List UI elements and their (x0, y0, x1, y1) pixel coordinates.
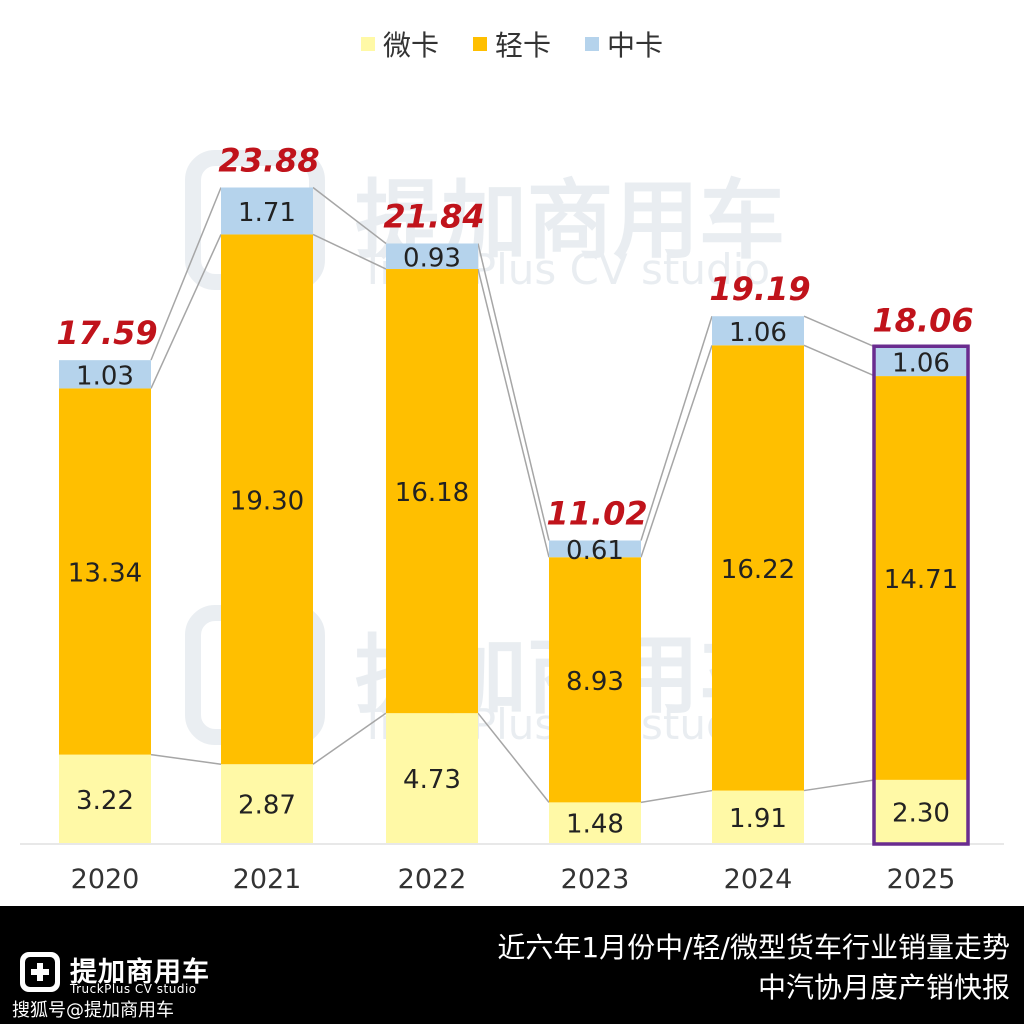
x-tick-label-2020: 2020 (71, 864, 140, 895)
bar-1-2023 (549, 557, 641, 803)
value-label-2-2020: 1.03 (76, 361, 134, 391)
total-label-2025: 18.06 (872, 301, 973, 339)
footer-bar: 提加商用车 TruckPlus CV studio 搜狐号@提加商用车 近六年1… (0, 906, 1024, 1024)
connector-line-1-0 (150, 234, 222, 389)
connector-line-0-0 (150, 753, 222, 765)
legend-item-2: 中卡 (585, 24, 663, 64)
value-label-1-2022: 16.18 (395, 478, 469, 508)
bar-0-2024 (712, 790, 804, 843)
bar-0-2020 (59, 754, 151, 843)
connector-line-0-2 (477, 712, 550, 803)
bar-0-2025 (875, 779, 967, 843)
legend-item-1: 轻卡 (472, 24, 551, 64)
total-label-2023: 11.02 (546, 495, 647, 533)
value-label-0-2021: 2.87 (238, 791, 296, 821)
bar-1-2021 (221, 234, 313, 765)
x-tick-label-2021: 2021 (233, 864, 302, 895)
value-label-0-2020: 3.22 (76, 786, 134, 816)
x-tick-label-2024: 2024 (724, 864, 793, 895)
value-label-0-2022: 4.73 (403, 765, 461, 795)
x-tick-label-2022: 2022 (398, 864, 467, 895)
value-label-1-2025: 14.71 (884, 565, 958, 595)
bar-1-2022 (386, 269, 478, 714)
bar-2-2020 (59, 360, 151, 389)
bar-0-2022 (386, 713, 478, 843)
connector-line-0-1 (312, 712, 387, 765)
bar-1-2024 (712, 345, 804, 791)
value-label-0-2024: 1.91 (729, 804, 787, 834)
bar-0-2021 (221, 764, 313, 843)
bar-2-2025 (875, 346, 967, 377)
value-label-2-2022: 0.93 (403, 243, 461, 273)
value-label-1-2021: 19.30 (230, 486, 304, 516)
value-label-0-2023: 1.48 (566, 810, 624, 840)
connector-line-2-1 (312, 186, 387, 245)
value-label-0-2025: 2.30 (892, 798, 950, 828)
connector-line-1-3 (640, 345, 713, 558)
connector-line-1-2 (477, 268, 550, 558)
connector-line-2-4 (803, 315, 876, 348)
bar-2-2023 (549, 540, 641, 558)
connector-line-2-3 (640, 316, 713, 541)
x-tick-label-2025: 2025 (887, 864, 956, 895)
connector-line-0-4 (803, 779, 876, 792)
total-label-2020: 17.59 (56, 314, 157, 352)
chart-caption-title: 近六年1月份中/轻/微型货车行业销量走势 (497, 931, 1010, 964)
bar-1-2020 (59, 388, 151, 755)
value-label-2-2023: 0.61 (566, 536, 624, 566)
value-label-2-2025: 1.06 (892, 349, 950, 379)
value-label-1-2020: 13.34 (68, 559, 142, 589)
connector-line-2-2 (477, 243, 550, 541)
stacked-bar-chart: 3.22 13.34 1.03 17.59 2020 2.87 19.30 1.71 23.88… (20, 141, 1004, 895)
total-label-2022: 21.84 (383, 197, 484, 235)
value-label-1-2023: 8.93 (566, 667, 624, 697)
legend-label-2: 中卡 (607, 29, 664, 62)
value-label-2-2021: 1.71 (238, 198, 296, 228)
legend-swatch-2 (585, 37, 599, 51)
x-tick-label-2023: 2023 (561, 864, 630, 895)
legend-swatch-0 (360, 37, 375, 51)
footer-handle: 搜狐号@提加商用车 (12, 1000, 174, 1021)
total-label-2024: 19.19 (709, 270, 810, 308)
highlight-box-2025 (872, 344, 970, 846)
value-label-1-2024: 16.22 (721, 555, 795, 585)
brand-logo-icon (20, 952, 60, 992)
total-label-2021: 23.88 (218, 141, 319, 179)
chart-caption-source: 中汽协月度产销快报 (757, 971, 1010, 1004)
footer-brand: 提加商用车 (70, 957, 210, 988)
bar-0-2023 (549, 802, 641, 843)
legend-label-1: 轻卡 (494, 29, 551, 62)
legend: 微卡 轻卡 中卡 (0, 24, 1024, 64)
connector-line-2-0 (150, 187, 222, 361)
bar-2-2022 (386, 243, 478, 270)
bar-2-2024 (712, 316, 804, 346)
connector-line-1-1 (312, 233, 387, 270)
value-label-2-2024: 1.06 (729, 318, 787, 348)
connector-line-0-3 (640, 789, 713, 804)
legend-swatch-1 (472, 37, 487, 51)
connector-line-1-4 (803, 344, 876, 377)
legend-label-0: 微卡 (382, 29, 439, 62)
bar-2-2021 (221, 187, 313, 235)
footer-brand-sub: TruckPlus CV studio (70, 982, 197, 996)
legend-item-0: 微卡 (360, 24, 439, 64)
bar-1-2025 (875, 376, 967, 780)
